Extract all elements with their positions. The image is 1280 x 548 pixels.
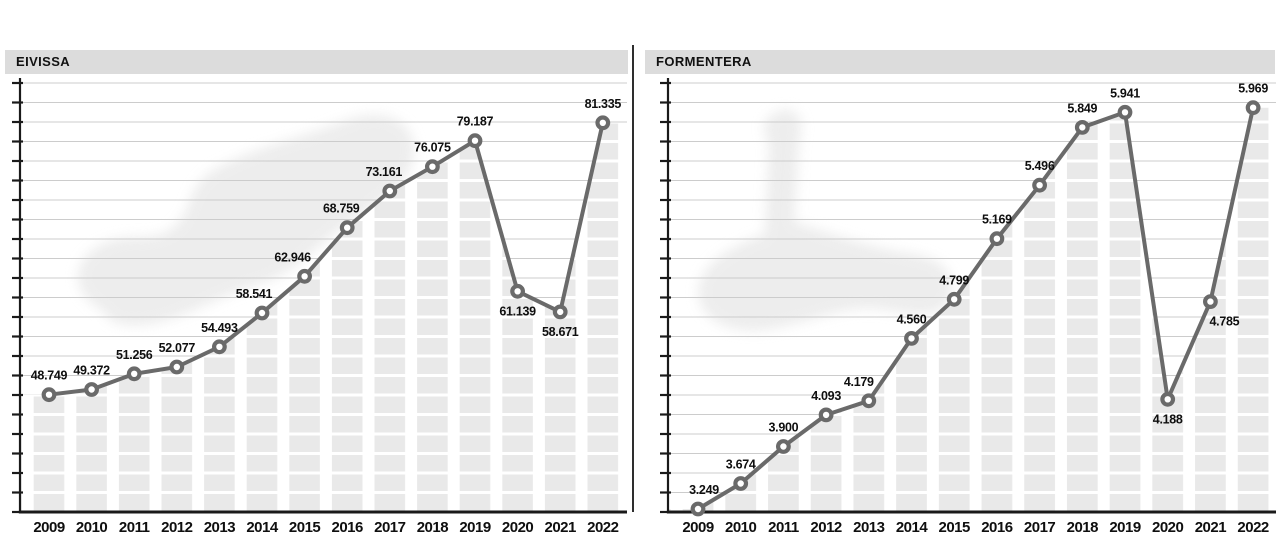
area-fill-stripes [668, 107, 1276, 512]
data-point-marker [425, 159, 440, 175]
data-point-marker [733, 476, 749, 491]
year-label: 2013 [853, 519, 885, 536]
data-point-marker [467, 133, 483, 149]
value-label: 5.941 [1110, 86, 1140, 100]
value-label: 4.188 [1153, 412, 1183, 426]
value-label: 48.749 [31, 369, 68, 383]
value-label: 4.093 [811, 389, 841, 403]
value-label: 3.249 [689, 483, 719, 497]
year-label: 2014 [246, 519, 279, 536]
data-point-marker [169, 359, 185, 375]
data-point-marker [818, 407, 834, 423]
chart-eivissa: EIVISSA 48.749 49.372 51.256 52.077 54.493 58… [5, 50, 628, 536]
year-label: 2019 [459, 519, 491, 536]
value-label: 52.077 [159, 341, 196, 355]
year-label: 2022 [1237, 519, 1269, 536]
value-label: 51.256 [116, 348, 153, 362]
year-label: 2018 [1067, 519, 1099, 536]
data-point-marker [690, 501, 706, 517]
data-point-marker [1160, 391, 1176, 407]
year-label: 2022 [587, 519, 619, 536]
value-label: 3.900 [769, 421, 799, 435]
year-label: 2015 [289, 519, 321, 536]
value-label: 58.541 [236, 287, 273, 301]
data-point-marker [595, 115, 611, 131]
data-point-marker [904, 331, 919, 346]
year-label: 2011 [119, 519, 150, 536]
value-label: 81.335 [585, 97, 622, 111]
year-label: 2021 [545, 519, 577, 536]
value-label: 3.674 [726, 458, 756, 472]
chart-header-formentera: FORMENTERA [645, 50, 1275, 74]
island-watermark [698, 109, 953, 331]
value-label: 49.372 [73, 364, 110, 378]
year-label: 2015 [939, 519, 971, 536]
series-line [696, 107, 1256, 511]
year-label: 2020 [1152, 519, 1184, 536]
year-label: 2010 [725, 519, 757, 536]
year-label: 2012 [810, 519, 842, 536]
island-watermark [77, 114, 415, 326]
data-point-marker [510, 283, 525, 299]
value-label: 68.759 [323, 202, 360, 216]
value-label: 5.849 [1067, 101, 1097, 115]
data-point-marker [946, 291, 962, 307]
year-label: 2017 [374, 519, 406, 536]
year-label: 2013 [204, 519, 236, 536]
year-label: 2016 [332, 519, 364, 536]
year-label: 2017 [1024, 519, 1056, 536]
value-label: 5.169 [982, 213, 1012, 227]
data-point-marker [126, 366, 142, 382]
value-label: 4.799 [939, 273, 969, 287]
data-point-marker [1203, 294, 1218, 310]
data-point-marker [84, 382, 99, 397]
data-point-marker [382, 183, 398, 199]
value-label: 5.969 [1238, 82, 1268, 96]
chart-title-eivissa: EIVISSA [16, 54, 71, 69]
data-point-marker [1074, 120, 1090, 135]
value-label: 76.075 [414, 141, 451, 155]
data-point-marker [989, 231, 1005, 247]
chart-title-formentera: FORMENTERA [656, 54, 752, 69]
data-point-marker [552, 304, 568, 320]
value-label: 58.671 [542, 325, 579, 339]
value-label: 62.946 [274, 250, 311, 264]
year-label: 2014 [896, 519, 929, 536]
panel-divider [632, 45, 634, 512]
data-point-marker [861, 393, 877, 409]
data-point-marker [297, 268, 313, 284]
data-point-marker [254, 305, 270, 321]
year-label: 2009 [33, 519, 65, 536]
value-label: 79.187 [457, 115, 494, 129]
data-point-marker [1117, 104, 1133, 120]
year-label: 2016 [981, 519, 1013, 536]
value-label: 61.139 [499, 304, 536, 318]
year-label: 2012 [161, 519, 193, 536]
year-label: 2010 [76, 519, 108, 536]
data-point-marker [41, 387, 57, 403]
data-point-marker [775, 439, 791, 454]
plot-area-eivissa: 48.749 49.372 51.256 52.077 54.493 58.541 62.9… [12, 78, 627, 536]
value-label: 4.785 [1210, 315, 1240, 329]
value-label: 54.493 [201, 321, 238, 335]
value-label: 73.161 [366, 165, 403, 179]
year-label: 2019 [1109, 519, 1141, 536]
data-point-marker [339, 220, 355, 236]
data-point-marker [1245, 100, 1261, 116]
year-label: 2018 [417, 519, 449, 536]
year-label: 2021 [1195, 519, 1227, 536]
year-label: 2020 [502, 519, 534, 536]
value-label: 4.560 [897, 312, 927, 326]
value-label: 4.179 [844, 375, 874, 389]
chart-header-eivissa: EIVISSA [5, 50, 628, 74]
chart-formentera: FORMENTERA 3.249 3.674 3.900 4.093 4.179 4.56… [645, 50, 1280, 536]
data-point-marker [211, 339, 227, 355]
data-point-marker [1032, 177, 1048, 193]
year-label: 2011 [768, 519, 799, 536]
area-fill-stripes [20, 122, 627, 513]
value-label: 5.496 [1025, 159, 1055, 173]
year-label: 2009 [682, 519, 714, 536]
